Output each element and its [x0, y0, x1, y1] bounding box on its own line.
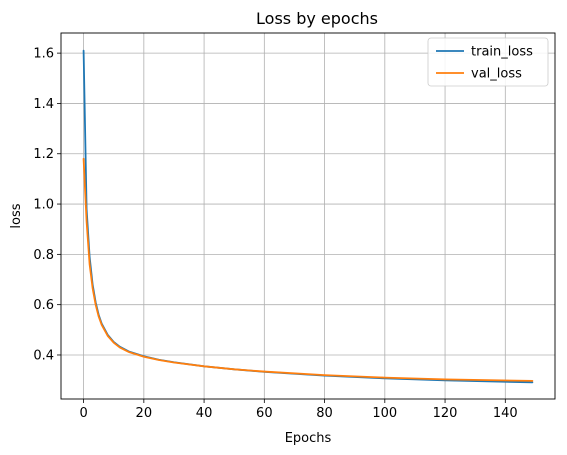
y-axis-label: loss — [9, 203, 24, 228]
x-tick-label: 0 — [79, 406, 87, 421]
x-tick-label: 140 — [493, 406, 518, 421]
chart-title: Loss by epochs — [256, 9, 378, 28]
series-lines — [82, 49, 534, 384]
legend-box — [427, 37, 549, 87]
legend-label: val_loss — [471, 67, 522, 82]
y-tick-label: 1.0 — [33, 198, 54, 213]
x-tick-label: 120 — [433, 406, 458, 421]
ticks: 0 20 40 60 80 100 120 140 0.4 0.6 0.8 1.0 1.2 1.4 1.6 — [33, 47, 517, 421]
y-tick-label: 1.2 — [33, 147, 54, 162]
y-tick-label: 0.4 — [33, 348, 54, 363]
x-axis-label: Epochs — [285, 431, 332, 446]
series-line-train-loss — [82, 49, 534, 384]
grid — [61, 33, 555, 399]
y-tick-label: 1.6 — [33, 47, 54, 62]
y-tick-label: 0.8 — [33, 248, 54, 263]
x-tick-label: 100 — [372, 406, 397, 421]
x-tick-label: 20 — [136, 406, 153, 421]
y-tick-label: 1.4 — [33, 97, 54, 112]
legend: train_loss val_loss — [427, 37, 549, 87]
y-tick-label: 0.6 — [33, 298, 54, 313]
plot-frame — [60, 32, 556, 400]
x-tick-label: 40 — [196, 406, 213, 421]
legend-label: train_loss — [471, 45, 533, 60]
x-tick-label: 80 — [316, 406, 333, 421]
series-line-val-loss — [82, 157, 534, 382]
x-tick-label: 60 — [256, 406, 273, 421]
